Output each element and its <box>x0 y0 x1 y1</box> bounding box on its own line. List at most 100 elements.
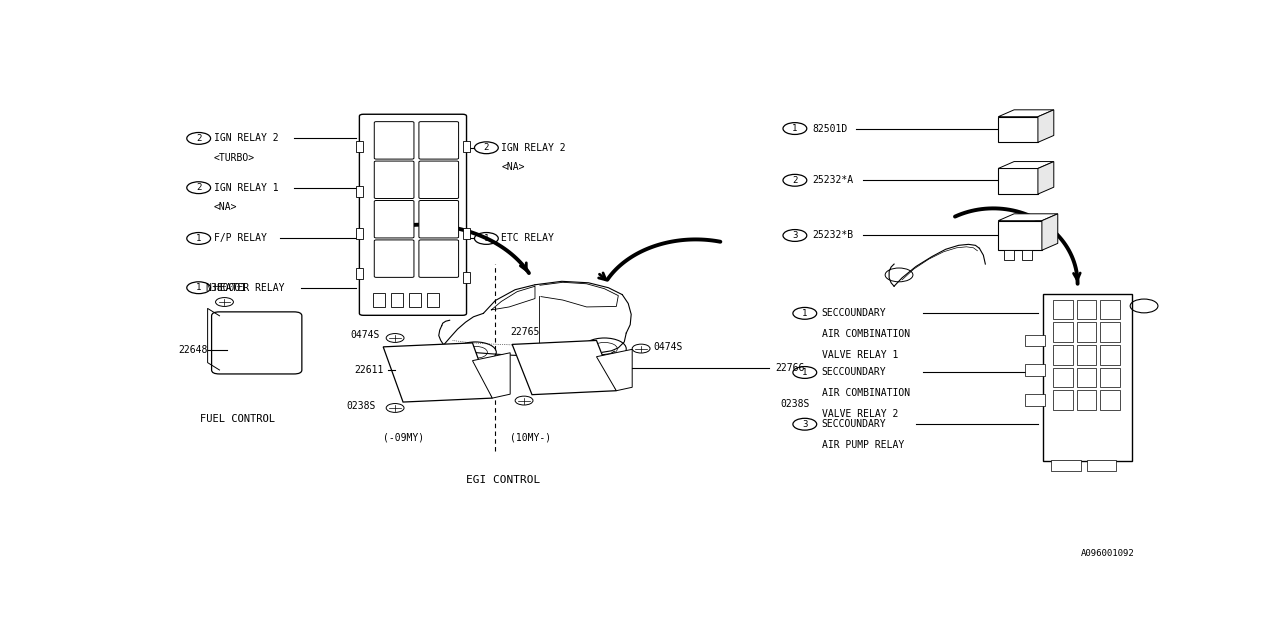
Bar <box>356 141 364 152</box>
Polygon shape <box>998 161 1053 168</box>
Polygon shape <box>1038 161 1053 194</box>
Text: 82501D: 82501D <box>813 124 847 134</box>
Bar <box>1005 250 1014 260</box>
FancyBboxPatch shape <box>360 115 466 316</box>
Polygon shape <box>383 343 493 402</box>
Polygon shape <box>998 110 1053 116</box>
Bar <box>998 221 1042 250</box>
Text: 22765: 22765 <box>511 326 540 337</box>
Bar <box>462 228 470 239</box>
Text: 2: 2 <box>196 134 201 143</box>
Bar <box>1053 345 1073 365</box>
FancyBboxPatch shape <box>374 240 413 277</box>
Bar <box>1053 322 1073 342</box>
Bar <box>998 168 1038 194</box>
Text: 3: 3 <box>792 231 797 240</box>
Polygon shape <box>596 349 632 390</box>
Bar <box>1076 322 1097 342</box>
Text: 3: 3 <box>803 420 808 429</box>
Polygon shape <box>1038 110 1053 142</box>
Text: 2: 2 <box>196 183 201 192</box>
Bar <box>426 292 439 307</box>
Text: <TURBO>: <TURBO> <box>214 153 255 163</box>
Text: 0238S: 0238S <box>347 401 376 411</box>
FancyBboxPatch shape <box>419 122 458 159</box>
Bar <box>1101 390 1120 410</box>
Bar <box>998 116 1038 142</box>
Bar <box>1101 367 1120 387</box>
Text: IGN RELAY 2: IGN RELAY 2 <box>214 133 278 143</box>
FancyBboxPatch shape <box>419 200 458 238</box>
Text: 25232*B: 25232*B <box>813 230 854 241</box>
Text: 22611: 22611 <box>355 365 384 374</box>
Bar <box>1076 300 1097 319</box>
Bar <box>1051 460 1080 471</box>
Text: 0238S: 0238S <box>780 399 809 408</box>
Text: 1: 1 <box>196 284 201 292</box>
Polygon shape <box>998 214 1057 221</box>
Text: N380001: N380001 <box>206 283 247 292</box>
Text: 0474S: 0474S <box>653 342 682 351</box>
Text: 25232*A: 25232*A <box>813 175 854 186</box>
Bar <box>1076 367 1097 387</box>
Text: (10MY-): (10MY-) <box>511 433 552 442</box>
Text: 1: 1 <box>803 368 808 377</box>
Text: IGN RELAY 1: IGN RELAY 1 <box>214 182 278 193</box>
Text: 22766: 22766 <box>776 362 804 372</box>
Text: IGN RELAY 2: IGN RELAY 2 <box>502 143 566 153</box>
Text: SECCOUNDARY: SECCOUNDARY <box>822 419 886 429</box>
Bar <box>356 269 364 279</box>
Bar <box>356 186 364 196</box>
Text: <NA>: <NA> <box>214 202 237 212</box>
Polygon shape <box>472 353 511 398</box>
Text: 1: 1 <box>484 234 489 243</box>
Text: HEATER RELAY: HEATER RELAY <box>214 283 284 292</box>
Bar <box>1021 250 1032 260</box>
Text: 2: 2 <box>792 176 797 185</box>
Bar <box>1053 367 1073 387</box>
Bar <box>392 292 403 307</box>
Text: 22648: 22648 <box>178 346 207 355</box>
Bar <box>356 228 364 239</box>
Text: (-09MY): (-09MY) <box>383 433 425 442</box>
Bar <box>1076 390 1097 410</box>
FancyBboxPatch shape <box>419 161 458 198</box>
Polygon shape <box>512 340 617 395</box>
Text: EGI CONTROL: EGI CONTROL <box>466 475 540 485</box>
Bar <box>1053 390 1073 410</box>
Bar <box>1025 364 1044 376</box>
Text: ETC RELAY: ETC RELAY <box>502 234 554 243</box>
Text: VALVE RELAY 2: VALVE RELAY 2 <box>822 409 899 419</box>
Text: 0474S: 0474S <box>351 330 380 340</box>
Text: FUEL CONTROL: FUEL CONTROL <box>200 414 275 424</box>
Bar <box>1101 345 1120 365</box>
Bar <box>1053 300 1073 319</box>
FancyBboxPatch shape <box>211 312 302 374</box>
Bar <box>1025 335 1044 346</box>
Text: 2: 2 <box>484 143 489 152</box>
Text: 1: 1 <box>803 309 808 318</box>
Bar <box>1101 322 1120 342</box>
Bar <box>374 292 385 307</box>
Text: <NA>: <NA> <box>502 163 525 172</box>
Text: AIR PUMP RELAY: AIR PUMP RELAY <box>822 440 904 450</box>
Bar <box>1076 345 1097 365</box>
Bar <box>462 273 470 284</box>
Text: SECCOUNDARY: SECCOUNDARY <box>822 367 886 378</box>
FancyBboxPatch shape <box>419 240 458 277</box>
FancyBboxPatch shape <box>374 200 413 238</box>
Text: VALVE RELAY 1: VALVE RELAY 1 <box>822 349 899 360</box>
Bar <box>1101 300 1120 319</box>
Text: F/P RELAY: F/P RELAY <box>214 234 266 243</box>
Text: A096001092: A096001092 <box>1080 549 1134 558</box>
Bar <box>1043 294 1133 461</box>
Bar <box>1025 394 1044 406</box>
Bar <box>1087 460 1116 471</box>
Text: 1: 1 <box>792 124 797 133</box>
Bar <box>410 292 421 307</box>
Text: SECCOUNDARY: SECCOUNDARY <box>822 308 886 318</box>
Text: AIR COMBINATION: AIR COMBINATION <box>822 388 910 398</box>
Text: 1: 1 <box>196 234 201 243</box>
FancyBboxPatch shape <box>374 161 413 198</box>
Bar <box>462 141 470 152</box>
